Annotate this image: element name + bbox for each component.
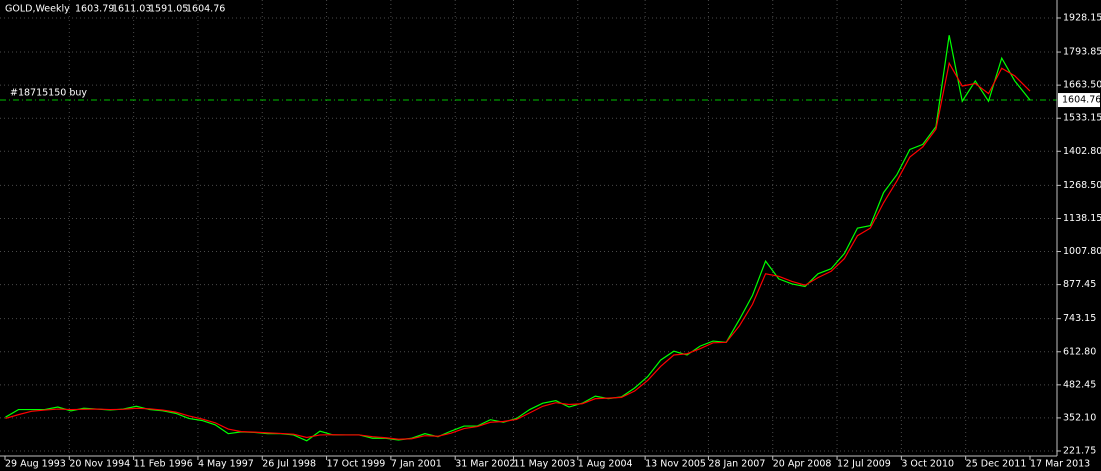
y-tick-label: 1928.15 — [1063, 12, 1101, 23]
open-value: 1603.79 — [75, 4, 114, 15]
time-axis: 29 Aug 1993 20 Nov 1994 11 Feb 1996 4 May 1… — [4, 456, 1090, 470]
x-tick-label: 7 Jan 2001 — [391, 459, 442, 470]
y-tick-label: 1533.15 — [1063, 113, 1101, 124]
x-tick-label: 31 Mar 2002 — [455, 459, 515, 470]
y-tick-label: 743.15 — [1063, 313, 1096, 324]
series-line — [5, 61, 1031, 440]
x-tick-label: 26 Jul 1998 — [262, 459, 316, 470]
x-tick-label: 1 Aug 2004 — [578, 459, 633, 470]
x-tick-label: 4 May 1997 — [198, 459, 254, 470]
y-tick-label: 612.80 — [1063, 346, 1096, 357]
x-tick-label: 17 Oct 1999 — [327, 459, 386, 470]
x-tick-label: 20 Apr 2008 — [773, 459, 832, 470]
high-value: 1611.03 — [112, 4, 151, 15]
y-tick-label: 352.10 — [1063, 412, 1096, 423]
x-tick-label: 20 Nov 1994 — [69, 459, 130, 470]
x-tick-label: 11 Feb 1996 — [134, 459, 193, 470]
price-label: 1604.76 — [1062, 95, 1101, 106]
order-label: #18715150 buy — [10, 88, 87, 99]
y-tick-label: 1268.50 — [1063, 180, 1101, 191]
header: GOLD,Weekly 1603.79 1611.03 1591.05 1604… — [5, 4, 225, 15]
y-tick-label: 1138.15 — [1063, 213, 1101, 224]
price-axis: 221.75 352.10 482.45 612.80 743.15 877.45 1007… — [1057, 12, 1101, 456]
y-tick-label: 1793.85 — [1063, 47, 1101, 58]
price-label-box — [1058, 93, 1100, 108]
y-tick-label: 1663.50 — [1063, 80, 1101, 91]
x-tick-label: 11 May 2003 — [513, 459, 575, 470]
x-tick-label: 17 Mar 2013 — [1030, 459, 1090, 470]
x-tick-label: 28 Jan 2007 — [708, 459, 765, 470]
x-tick-label: 12 Jul 2009 — [837, 459, 891, 470]
low-value: 1591.05 — [149, 4, 188, 15]
symbol-label: GOLD,Weekly — [5, 4, 70, 15]
close-value: 1604.76 — [186, 4, 225, 15]
y-tick-label: 221.75 — [1063, 445, 1096, 456]
series-line — [5, 35, 1031, 442]
y-tick-label: 1007.80 — [1063, 246, 1101, 257]
y-tick-label: 877.45 — [1063, 279, 1096, 290]
x-tick-label: 3 Oct 2010 — [901, 459, 954, 470]
y-tick-label: 1402.80 — [1063, 146, 1101, 157]
x-tick-label: 13 Nov 2005 — [645, 459, 706, 470]
y-tick-label: 482.45 — [1063, 379, 1096, 390]
x-tick-label: 29 Aug 1993 — [5, 459, 66, 470]
grid — [0, 0, 1057, 456]
x-tick-label: 25 Dec 2011 — [966, 459, 1027, 470]
plot-area: #18715150 buy — [0, 35, 1057, 442]
